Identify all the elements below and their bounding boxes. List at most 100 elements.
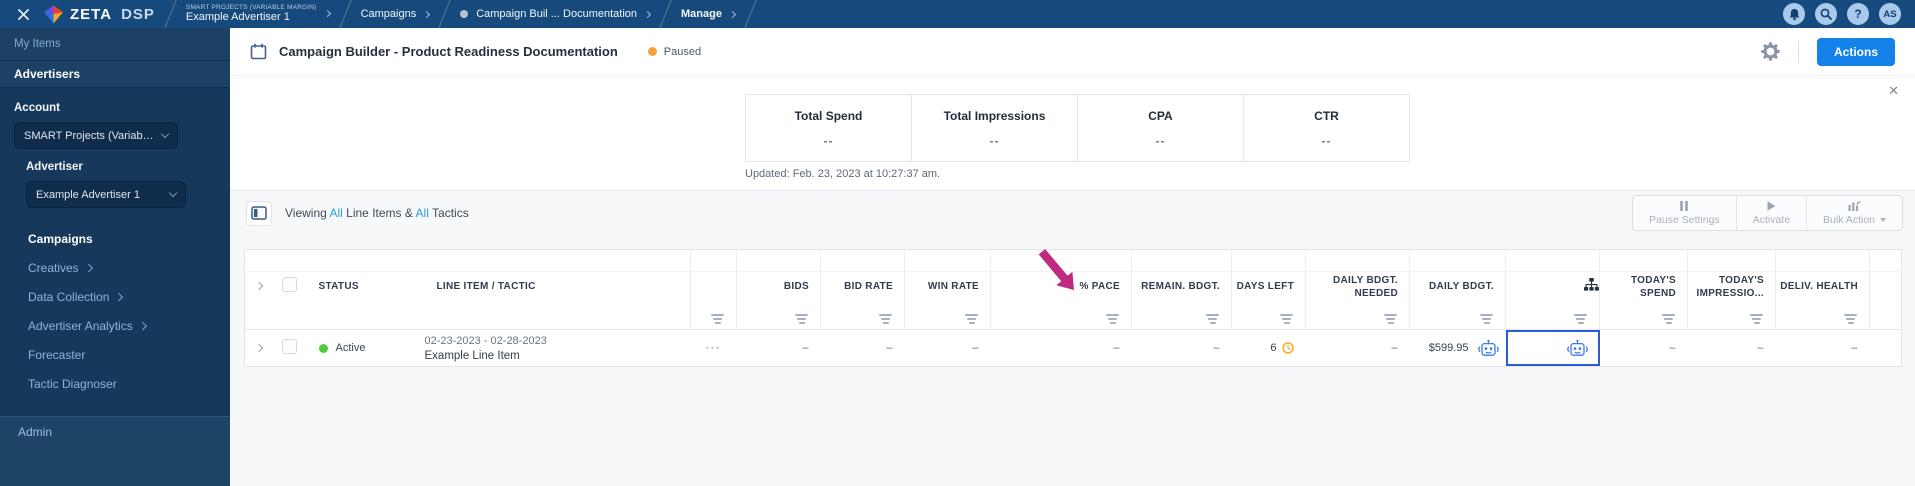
chevron-down-icon (168, 188, 178, 198)
col-hierarchy[interactable] (1505, 271, 1600, 302)
pause-settings-button[interactable]: Pause Settings (1633, 196, 1736, 230)
brand-dsp: DSP (121, 5, 155, 23)
panel-toggle-button[interactable] (246, 200, 272, 226)
sidebar-item-data-collection[interactable]: Data Collection (0, 282, 230, 311)
notifications-button[interactable] (1783, 3, 1805, 25)
bulk-action-button[interactable]: Bulk Action (1806, 196, 1902, 230)
hierarchy-icon (1584, 278, 1599, 291)
sidebar-item-forecaster[interactable]: Forecaster (28, 347, 86, 362)
row-line-item[interactable]: 02-23-2023 - 02-28-2023 Example Line Ite… (425, 330, 691, 367)
breadcrumb-campaigns[interactable]: Campaigns (361, 8, 431, 20)
col-status[interactable]: STATUS (318, 281, 359, 293)
zeta-diamond-icon (44, 4, 63, 24)
play-icon (1767, 200, 1776, 211)
metric-ctr: CTR -- (1243, 95, 1409, 161)
sidebar-item-advertisers[interactable]: Advertisers (0, 61, 230, 88)
calendar-icon (250, 43, 267, 60)
chevron-right-icon (423, 10, 431, 18)
select-all-checkbox[interactable] (273, 272, 307, 302)
advertiser-select[interactable]: Example Advertiser 1 (26, 181, 186, 208)
chevron-right-icon (115, 292, 124, 301)
filter-win-rate[interactable] (904, 301, 991, 330)
banner-close-icon[interactable]: ✕ (1888, 83, 1899, 98)
col-remain-bdgt[interactable]: REMAIN. BDGT. (1131, 271, 1232, 302)
filter-bid-rate[interactable] (820, 301, 905, 330)
col-pace[interactable]: % PACE (990, 271, 1132, 302)
account-section: Account SMART Projects (Variable M... Ad… (0, 88, 230, 208)
filter-remain-bdgt[interactable] (1131, 301, 1232, 330)
sidebar-item-advertiser-analytics[interactable]: Advertiser Analytics (0, 311, 230, 340)
col-bid-rate[interactable]: BID RATE (820, 271, 905, 302)
col-todays-spend[interactable]: TODAY'S SPEND (1599, 271, 1688, 302)
avatar[interactable]: AS (1879, 3, 1901, 25)
filter-menu[interactable] (690, 301, 737, 330)
filter-days-left[interactable] (1231, 301, 1306, 330)
sidebar-item-my-items[interactable]: My Items (0, 28, 230, 61)
bulk-button-group: Pause Settings Activate Bulk Acti (1632, 195, 1903, 231)
metric-total-impressions: Total Impressions -- (911, 95, 1077, 161)
robot-icon[interactable] (1476, 339, 1501, 358)
filter-row (244, 301, 1902, 330)
sidebar-item-campaigns[interactable]: Campaigns (28, 231, 93, 246)
cell-todays-spend: – (1669, 342, 1676, 354)
filter-deliv-health[interactable] (1775, 301, 1870, 330)
divider (1797, 40, 1799, 63)
col-todays-impressions[interactable]: TODAY'S IMPRESSIO... (1687, 271, 1776, 302)
filter-pace[interactable] (990, 301, 1132, 330)
row-checkbox[interactable] (273, 330, 307, 367)
cell-days-left: 6 (1232, 330, 1306, 367)
account-select[interactable]: SMART Projects (Variable M... (14, 122, 178, 149)
help-button[interactable]: ? (1847, 3, 1869, 25)
expand-all-chevron[interactable] (245, 272, 273, 302)
filter-todays-spend[interactable] (1599, 301, 1688, 330)
cell-trailing (1870, 330, 1902, 367)
table-toolbar: Viewing All Line Items & All Tactics Pau… (230, 195, 1915, 231)
search-icon (1820, 8, 1832, 20)
settings-button[interactable] (1761, 42, 1780, 61)
sidebar-item-creatives[interactable]: Creatives (0, 253, 230, 282)
breadcrumb-manage[interactable]: Manage (681, 8, 737, 20)
topbar-actions: ? AS (1783, 3, 1915, 25)
row-menu-button[interactable]: ••• (705, 343, 722, 353)
sidebar-item-admin[interactable]: Admin (0, 416, 230, 486)
all-tactics-link[interactable]: All (415, 206, 429, 220)
breadcrumb-advertiser[interactable]: SMART PROJECTS (VARIABLE MARGIN) Example… (185, 3, 331, 24)
col-days-left[interactable]: DAYS LEFT (1231, 271, 1306, 302)
col-daily-bdgt-needed[interactable]: DAILY BDGT. NEEDED (1305, 271, 1410, 302)
bulk-edit-icon (1848, 200, 1861, 211)
breadcrumb-campaign[interactable]: Campaign Buil ... Documentation (460, 8, 652, 20)
filter-daily-bdgt-needed[interactable] (1305, 301, 1410, 330)
filter-daily-bdgt[interactable] (1409, 301, 1506, 330)
cell-deliv-health: – (1851, 342, 1858, 354)
filter-hierarchy[interactable] (1505, 301, 1600, 330)
col-deliv-health[interactable]: DELIV. HEALTH (1775, 271, 1870, 302)
cell-hierarchy-selected[interactable] (1506, 330, 1600, 367)
page-title: Campaign Builder - Product Readiness Doc… (279, 44, 618, 59)
close-icon[interactable] (10, 0, 36, 28)
filter-icon (795, 313, 808, 324)
breadcrumb-separator (659, 0, 672, 28)
status-badge: Paused (647, 46, 701, 58)
updated-timestamp: Updated: Feb. 23, 2023 at 10:27:37 am. (745, 168, 941, 180)
campaign-status-dot (460, 10, 469, 18)
all-line-items-link[interactable]: All (329, 206, 343, 220)
filter-icon (1206, 313, 1219, 324)
filter-todays-impressions[interactable] (1687, 301, 1776, 330)
cell-pace: – (1113, 342, 1120, 354)
row-expand-chevron[interactable] (245, 330, 273, 367)
activate-button[interactable]: Activate (1735, 196, 1806, 230)
search-button[interactable] (1815, 3, 1837, 25)
row-date-range: 02-23-2023 - 02-28-2023 (424, 334, 547, 347)
col-win-rate[interactable]: WIN RATE (904, 271, 991, 302)
col-daily-bdgt[interactable]: DAILY BDGT. (1409, 271, 1506, 302)
col-bids[interactable]: BIDS (736, 271, 821, 302)
actions-button[interactable]: Actions (1816, 37, 1895, 66)
filter-bids[interactable] (736, 301, 821, 330)
sidebar-item-tactic-diagnoser[interactable]: Tactic Diagnoser (28, 376, 117, 391)
breadcrumb-account-eyebrow: SMART PROJECTS (VARIABLE MARGIN) (185, 3, 317, 11)
col-line-item[interactable]: LINE ITEM / TACTIC (436, 281, 536, 293)
cell-todays-impressions: – (1757, 342, 1764, 354)
active-dot (318, 343, 328, 353)
main-area: Campaign Builder - Product Readiness Doc… (230, 28, 1915, 486)
